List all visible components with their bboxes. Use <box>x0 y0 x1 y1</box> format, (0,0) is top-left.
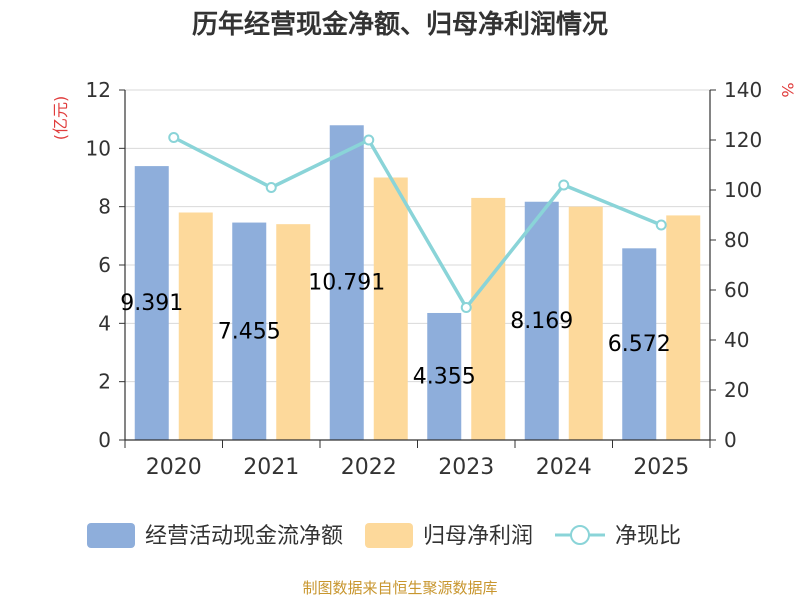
right-axis-title: % <box>778 82 797 97</box>
bar-归母净利润 <box>471 197 506 440</box>
bar-归母净利润 <box>373 177 408 440</box>
line-point <box>655 219 667 231</box>
legend-swatch-marker <box>570 525 590 545</box>
bar-归母净利润 <box>178 212 213 440</box>
legend-swatch <box>87 523 135 548</box>
right-tick-label: 20 <box>724 378 749 402</box>
legend-label: 经营活动现金流净额 <box>145 524 343 549</box>
right-tick-label: 120 <box>724 128 762 152</box>
bar-经营活动现金流净额 <box>622 248 657 440</box>
left-tick-label: 4 <box>98 311 111 335</box>
data-label: 10.791 <box>308 271 385 296</box>
left-tick-label: 8 <box>98 195 111 219</box>
left-tick-label: 12 <box>86 78 111 102</box>
x-tick-label: 2020 <box>146 455 202 480</box>
bar-经营活动现金流净额 <box>427 312 462 440</box>
right-tick-label: 100 <box>724 178 762 202</box>
x-tick-label: 2023 <box>438 455 494 480</box>
data-label: 9.391 <box>120 291 183 316</box>
data-label: 8.169 <box>510 309 573 334</box>
data-label: 4.355 <box>413 364 476 389</box>
legend-label: 归母净利润 <box>423 524 533 549</box>
line-point <box>168 132 180 143</box>
source-note: 制图数据来自恒生聚源数据库 <box>302 579 498 597</box>
bar-归母净利润 <box>666 215 701 440</box>
x-tick-label: 2021 <box>243 455 299 480</box>
line-point <box>558 179 570 191</box>
bar-经营活动现金流净额 <box>232 222 267 440</box>
left-tick-label: 10 <box>86 136 111 160</box>
right-tick-label: 80 <box>724 228 749 252</box>
left-tick-label: 6 <box>98 253 111 277</box>
bar-归母净利润 <box>276 224 311 440</box>
legend-label: 净现比 <box>615 524 681 549</box>
right-tick-label: 0 <box>724 428 737 452</box>
right-tick-label: 140 <box>724 78 762 102</box>
left-tick-label: 0 <box>98 428 111 452</box>
chart-title: 历年经营现金净额、归母净利润情况 <box>191 10 608 40</box>
line-point <box>265 182 277 193</box>
line-point <box>460 302 472 313</box>
bar-归母净利润 <box>568 206 603 440</box>
x-tick-label: 2024 <box>536 455 592 480</box>
bar-经营活动现金流净额 <box>329 125 364 440</box>
right-tick-label: 60 <box>724 278 749 302</box>
x-tick-label: 2022 <box>341 455 397 480</box>
left-tick-label: 2 <box>98 370 111 394</box>
bar-经营活动现金流净额 <box>524 201 559 440</box>
line-point <box>363 134 375 146</box>
right-tick-label: 40 <box>724 328 749 352</box>
legend-swatch <box>365 523 413 548</box>
data-label: 7.455 <box>218 319 281 344</box>
x-tick-label: 2025 <box>633 455 689 480</box>
bar-经营活动现金流净额 <box>134 166 169 441</box>
left-axis-title: (亿元) <box>51 96 70 141</box>
data-label: 6.572 <box>608 332 671 357</box>
line-净现比 <box>172 135 662 311</box>
